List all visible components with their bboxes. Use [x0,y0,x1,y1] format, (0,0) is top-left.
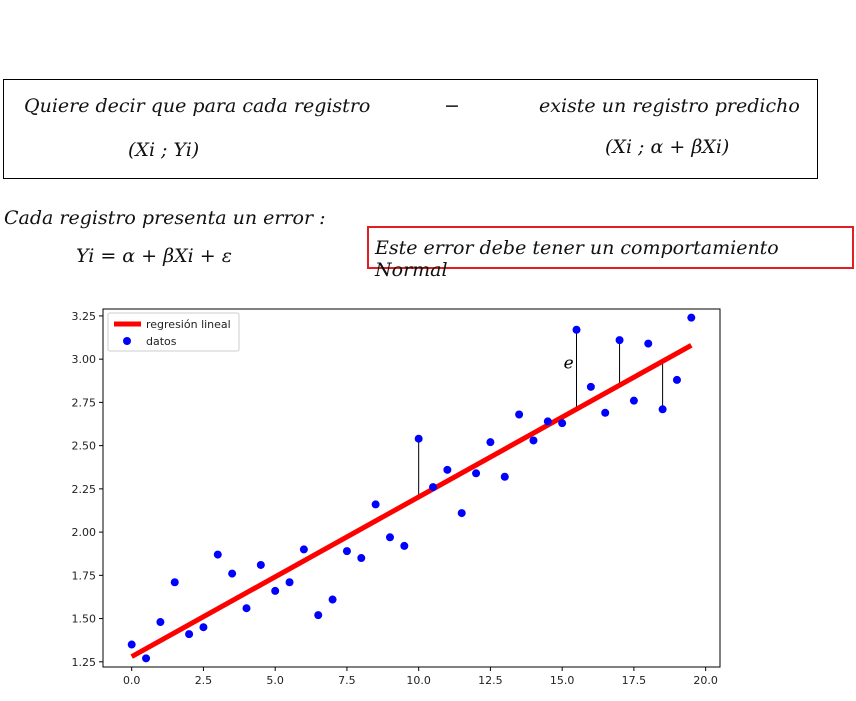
observed-pair: (Xi ; Yi) [128,139,200,161]
y-tick-label: 2.50 [72,440,97,453]
data-point [486,438,495,447]
data-point [385,533,394,542]
y-tick-label: 2.00 [72,526,97,539]
y-tick-label: 1.75 [72,569,97,582]
data-point [127,640,136,649]
normality-note: Este error debe tener un comportamiento … [375,237,779,281]
regression-line [130,343,693,659]
data-point [185,630,194,639]
data-point [672,375,681,384]
data-point [629,396,638,405]
y-tick-label: 1.50 [72,613,97,626]
y-tick-label: 2.75 [72,396,97,409]
x-tick-label: 17.5 [622,674,647,687]
data-point [658,405,667,414]
data-point [400,541,409,550]
data-point [543,417,552,426]
data-point [586,382,595,391]
data-point [615,336,624,345]
data-point [644,339,653,348]
data-point [170,578,179,587]
data-point [256,560,265,569]
data-point [457,509,466,518]
x-tick-label: 2.5 [195,674,213,687]
data-point [271,586,280,595]
data-point [572,325,581,334]
data-point [515,410,524,419]
data-point [529,436,538,445]
y-tick-label: 1.25 [72,656,97,669]
residual-annotation: e [564,354,574,374]
data-point [500,472,509,481]
data-point [687,313,696,322]
y-tick-label: 3.25 [72,310,97,323]
data-point [414,434,423,443]
data-point [328,595,337,604]
x-tick-label: 10.0 [406,674,431,687]
y-tick-label: 2.25 [72,483,97,496]
plot-frame [102,308,721,668]
data-point [472,469,481,478]
x-tick-label: 5.0 [266,674,284,687]
data-point [558,419,567,428]
regression-equation: Yi = α + βXi + ε [76,245,232,267]
data-point [242,604,251,613]
data-point [342,547,351,556]
data-point [429,483,438,492]
data-point [213,550,222,559]
x-tick-label: 12.5 [478,674,503,687]
definition-line1-right: existe un registro predicho [539,95,800,117]
data-point [357,554,366,563]
x-tick-label: 7.5 [338,674,356,687]
data-point [142,654,151,663]
error-heading: Cada registro presenta un error : [4,207,326,229]
data-point [156,618,165,627]
data-point [371,500,380,509]
data-point [285,578,294,587]
legend-point-label: datos [146,335,177,348]
definition-line1-dash: − [444,95,460,117]
data-point [601,408,610,417]
data-point [199,623,208,632]
x-tick-label: 0.0 [123,674,141,687]
x-tick-label: 20.0 [693,674,718,687]
data-point [299,545,308,554]
definition-box [3,79,818,179]
data-point [228,569,237,578]
predicted-pair: (Xi ; α + βXi) [605,136,730,158]
legend-point-swatch [123,337,131,345]
data-point [443,465,452,474]
x-tick-label: 15.0 [550,674,575,687]
normality-note-box: Este error debe tener un comportamiento … [367,226,854,281]
data-point [314,611,323,620]
definition-line1-left: Quiere decir que para cada registro [24,95,371,117]
y-tick-label: 3.00 [72,353,97,366]
legend-line-label: regresión lineal [146,318,231,331]
